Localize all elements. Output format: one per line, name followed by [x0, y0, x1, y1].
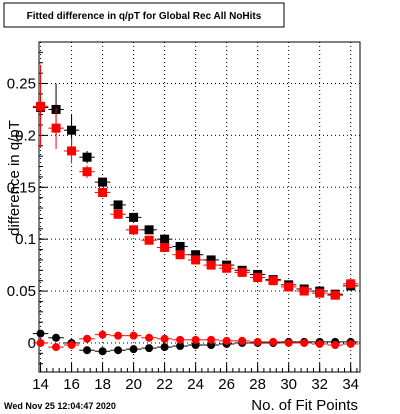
data-point-square [82, 152, 92, 162]
data-point-square [51, 123, 61, 133]
x-tick-label: 34 [342, 376, 359, 393]
data-point-circle [253, 337, 262, 346]
x-tick-label: 16 [63, 376, 80, 393]
x-tick-label: 20 [125, 376, 142, 393]
data-markers [32, 64, 359, 356]
plot-frame [38, 41, 361, 373]
data-point-circle [160, 334, 169, 343]
data-point-circle [176, 335, 185, 344]
x-tick-label: 30 [280, 376, 297, 393]
grid-lines [39, 42, 360, 372]
data-point-circle [36, 329, 45, 338]
y-tick-label: 0.1 [15, 231, 36, 248]
data-point-circle [191, 335, 200, 344]
data-point-square [67, 146, 77, 156]
data-point-circle [207, 335, 216, 344]
data-point-circle [114, 346, 123, 355]
data-point-circle [145, 333, 154, 342]
data-point-square [346, 279, 356, 289]
data-point-square [330, 290, 340, 300]
data-point-square [268, 276, 278, 286]
x-tick-label: 18 [94, 376, 111, 393]
data-point-square [160, 234, 170, 244]
data-point-square [67, 125, 77, 135]
x-tick-label: 28 [249, 376, 266, 393]
data-point-circle [238, 336, 247, 345]
data-point-square [175, 241, 185, 251]
x-tick-label: 14 [32, 376, 49, 393]
data-point-circle [36, 338, 45, 347]
title-box [3, 2, 285, 28]
data-point-circle [176, 342, 185, 351]
data-point-circle [269, 337, 278, 346]
data-point-circle [83, 334, 92, 343]
x-axis-title: No. of Fit Points [251, 397, 358, 414]
x-tick-label: 22 [156, 376, 173, 393]
timestamp: Wed Nov 25 12:04:47 2020 [4, 401, 116, 411]
y-tick-label: 0.15 [7, 179, 36, 196]
data-point-circle [346, 339, 355, 348]
data-point-circle [52, 333, 61, 342]
y-tick-label: 0.2 [15, 127, 36, 144]
data-point-circle [98, 347, 107, 356]
y-tick-label: 0.05 [7, 283, 36, 300]
data-point-circle [300, 338, 309, 347]
data-point-square [222, 263, 232, 273]
data-point-square [315, 288, 325, 298]
data-point-square [160, 242, 170, 252]
data-point-square [113, 200, 123, 210]
data-point-square [144, 235, 154, 245]
axis-ticks [39, 51, 358, 372]
data-point-circle [315, 339, 324, 348]
data-point-square [191, 250, 201, 260]
data-point-square [144, 225, 154, 235]
x-tick-label: 24 [187, 376, 204, 393]
data-point-square [284, 282, 294, 292]
y-axis-title: difference in q/pT [6, 120, 23, 236]
data-point-square [206, 255, 216, 265]
data-point-circle [67, 341, 76, 350]
data-point-circle [284, 338, 293, 347]
data-point-circle [98, 330, 107, 339]
data-point-square [191, 255, 201, 265]
data-point-circle [129, 345, 138, 354]
data-point-square [129, 212, 139, 222]
data-point-circle [160, 343, 169, 352]
data-point-square [175, 250, 185, 260]
data-point-square [129, 225, 139, 235]
x-tick-label: 26 [218, 376, 235, 393]
data-point-circle [52, 343, 61, 352]
data-point-square [36, 101, 46, 111]
y-tick-label: 0 [28, 335, 36, 352]
data-point-square [82, 167, 92, 177]
chart-title: Fitted difference in q/pT for Global Rec… [27, 11, 262, 22]
x-tick-label: 32 [311, 376, 328, 393]
y-tick-label: 0.25 [7, 76, 36, 93]
data-point-square [299, 286, 309, 296]
data-point-square [253, 273, 263, 283]
data-point-circle [222, 336, 231, 345]
data-point-circle [129, 331, 138, 340]
data-point-circle [83, 346, 92, 355]
tick-labels: 14 16 18 20 22 24 26 28 30 32 34 0 0.05 0.1 0.15 0.2 0.2… [7, 76, 359, 393]
data-point-square [98, 187, 108, 197]
data-point-square [206, 260, 216, 270]
data-point-square [237, 267, 247, 277]
data-point-circle [331, 341, 340, 350]
data-point-circle [145, 344, 154, 353]
data-point-square [113, 209, 123, 219]
data-point-square [98, 177, 108, 187]
data-point-circle [114, 331, 123, 340]
